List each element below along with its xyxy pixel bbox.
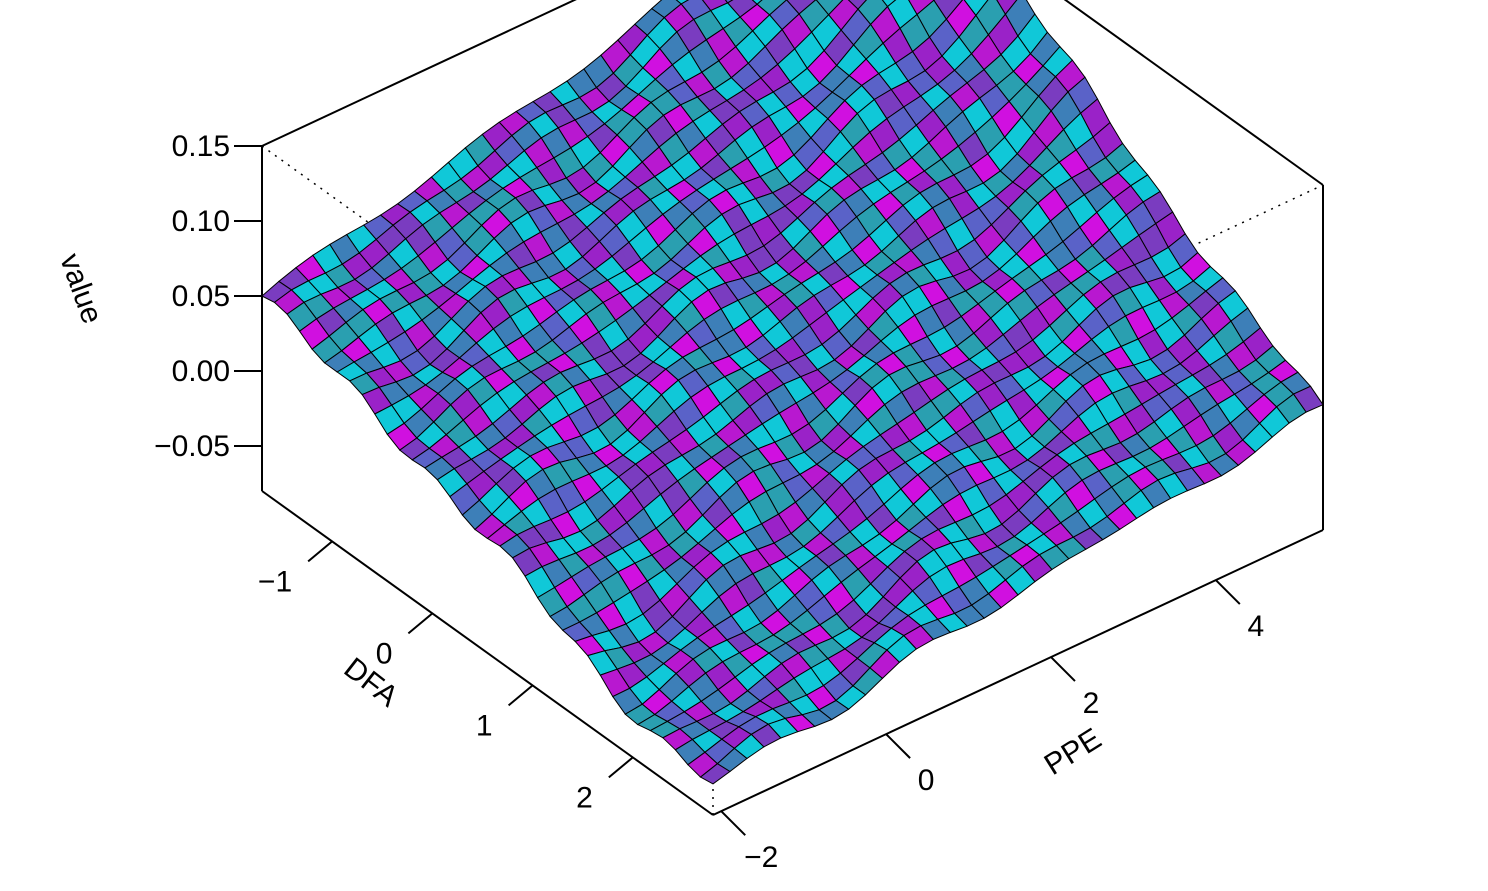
x-tick-label: 2 (576, 781, 593, 814)
z-tick-label: −0.05 (154, 430, 230, 463)
box-edge-bottom-right (712, 529, 1324, 816)
surface-facet (699, 763, 731, 785)
y-tick (720, 810, 746, 836)
x-tick (407, 612, 434, 635)
z-tick-label: 0.15 (172, 130, 230, 163)
x-tick-label: −1 (258, 565, 292, 598)
x-tick (507, 684, 534, 707)
axis-ticks: 0.15 0.10 0.05 0.00 −0.05 −1 0 1 2 −2 0 2 4 (154, 130, 1264, 874)
x-tick-label: 0 (376, 637, 393, 670)
x-tick-label: 1 (476, 709, 493, 742)
y-tick-label: 0 (918, 764, 935, 797)
x-axis-title: DFA (338, 652, 404, 714)
box-edge-top-back-left (261, 0, 577, 147)
x-tick (307, 540, 333, 563)
z-tick-label: 0.05 (172, 280, 230, 313)
y-tick-label: 2 (1083, 687, 1100, 720)
x-tick (608, 756, 634, 779)
y-tick-label: 4 (1247, 610, 1264, 643)
y-tick (1215, 579, 1241, 605)
box-edge-bottom-left (261, 490, 714, 816)
box-edge-top-back-right (1063, 0, 1324, 186)
y-tick (1050, 656, 1076, 682)
z-tick-label: 0.00 (172, 355, 230, 388)
y-axis-title: PPE (1039, 722, 1107, 782)
z-tick-label: 0.10 (172, 205, 230, 238)
surface-mesh (261, 0, 1324, 785)
y-tick (885, 733, 911, 759)
box-front-edges (261, 146, 1324, 816)
y-tick-label: −2 (744, 841, 778, 874)
z-axis-title: value (53, 249, 109, 328)
